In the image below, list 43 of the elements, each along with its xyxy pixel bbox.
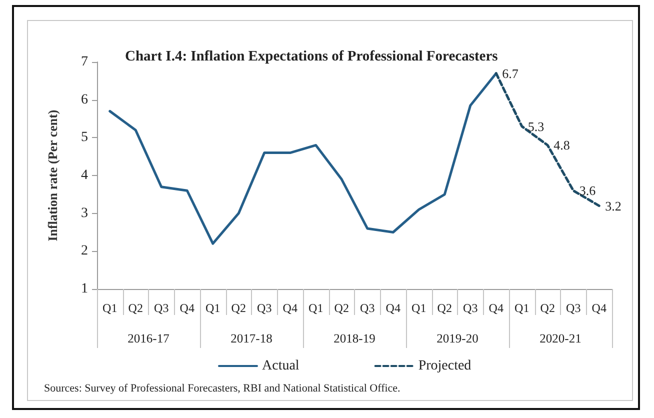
x-tick-label: Q4 [180, 301, 194, 315]
data-label: 3.2 [605, 198, 622, 214]
x-tick-label: Q3 [566, 301, 581, 315]
chart-title: Chart I.4: Inflation Expectations of Professional Forecasters [125, 48, 498, 64]
x-tick-label: Q2 [231, 301, 246, 315]
x-tick-label: Q3 [463, 301, 478, 315]
x-tick-label: Q1 [308, 301, 324, 315]
x-tick-label: Q3 [154, 301, 169, 315]
x-tick-label: Q4 [386, 301, 400, 315]
line-series [108, 72, 498, 245]
y-tick-label: 7 [81, 54, 88, 70]
y-tick-label: 4 [81, 168, 88, 183]
x-tick-label: Q2 [128, 301, 143, 315]
x-tick-label: Q1 [102, 301, 118, 315]
x-tick-label: Q3 [257, 301, 272, 315]
x-tick-label: Q3 [360, 301, 375, 315]
legend-label: Projected [418, 358, 472, 374]
x-tick-label: Q1 [514, 301, 530, 315]
x-tick-label: Q2 [437, 301, 452, 315]
x-tick-label: Q4 [488, 301, 504, 315]
legend-label: Actual [262, 358, 300, 374]
text: 2020-21 [540, 332, 582, 346]
y-tick-label: 5 [81, 130, 88, 146]
x-tick-label: Q4 [592, 301, 606, 315]
y-axis-title: Inflation rate (Per cent) [45, 110, 60, 242]
x-tick-label: Q1 [206, 301, 220, 315]
x-tick-label: Q2 [334, 301, 349, 315]
y-tick-label: 2 [81, 244, 88, 259]
text: 2016-17 [128, 332, 170, 346]
y-tick-label: 6 [81, 92, 88, 108]
y-tick-label: 3 [81, 206, 88, 221]
y-tick-label: 1 [81, 282, 88, 296]
data-label: 3.6 [579, 183, 596, 198]
source-note: Sources: Survey of Professional Forecasters, RBI and National Statistical Office. [44, 382, 401, 394]
data-label: 5.3 [528, 118, 544, 134]
data-label: 4.8 [554, 138, 570, 153]
text: 2019-20 [436, 332, 478, 346]
data-label: 6.7 [502, 66, 519, 81]
text: 2018-19 [334, 332, 376, 346]
x-tick-label: Q1 [412, 301, 426, 315]
x-tick-label: Q2 [540, 301, 555, 315]
x-tick-label: Q4 [282, 301, 298, 315]
text: 2017-18 [230, 332, 272, 346]
